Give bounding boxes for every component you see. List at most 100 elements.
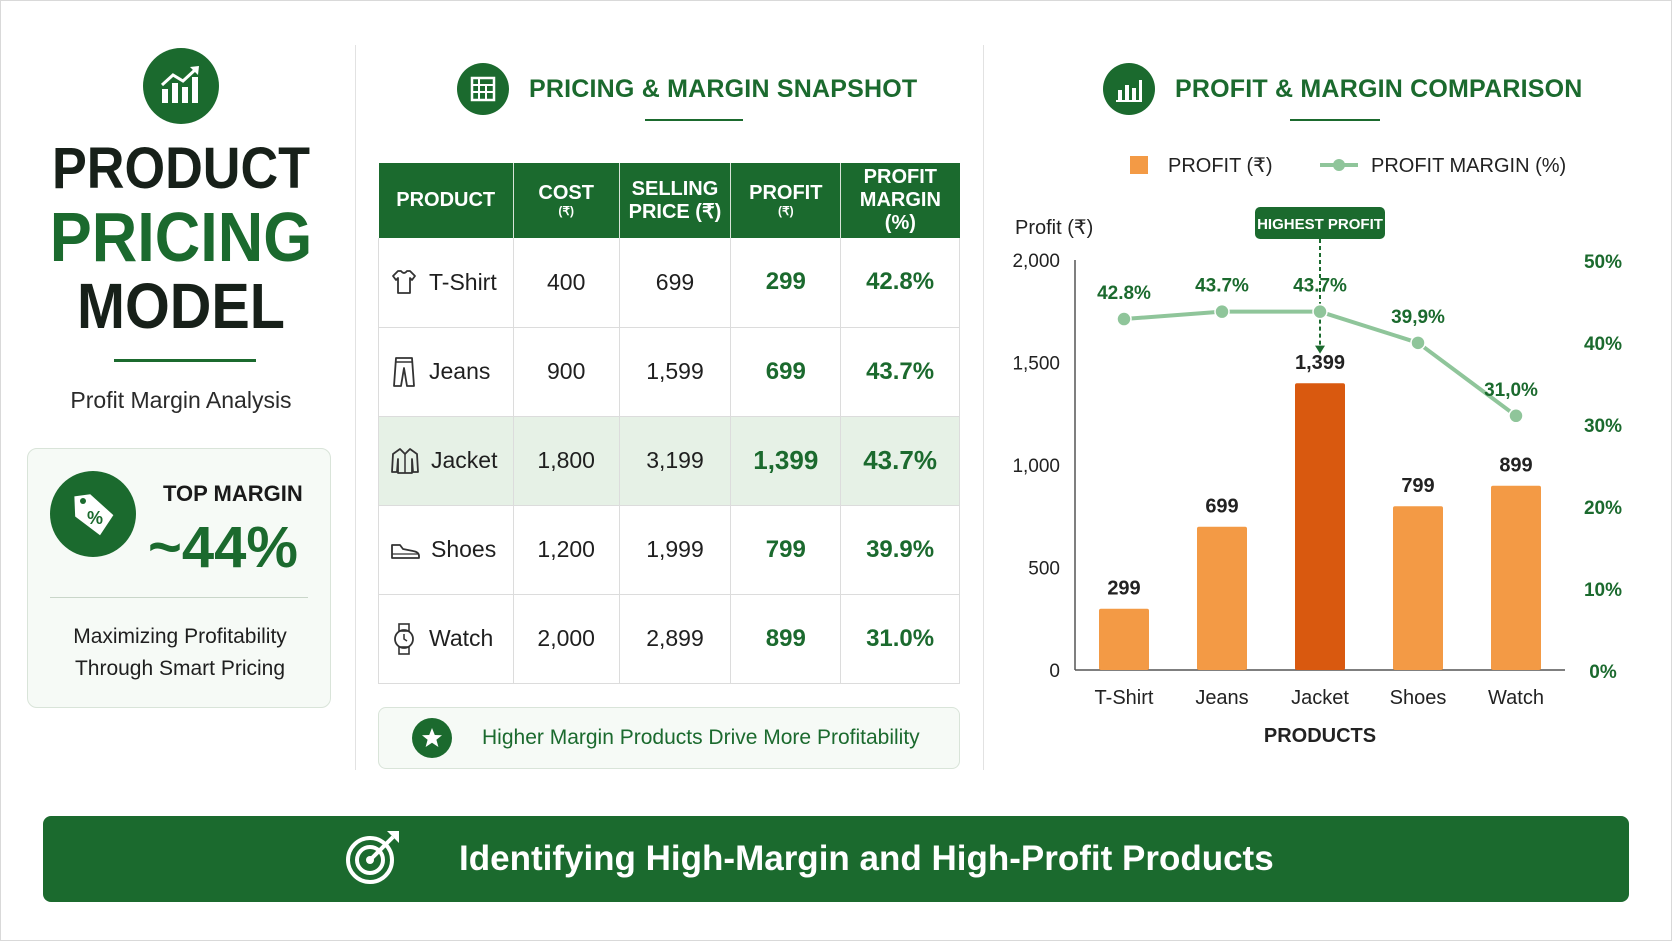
bar-value-label: 899 <box>1499 455 1532 477</box>
title-divider <box>114 359 256 362</box>
bar-value-label: 1,399 <box>1295 352 1345 374</box>
bottom-banner: Identifying High-Margin and High-Profit … <box>43 816 1629 902</box>
snapshot-title-rule <box>645 119 743 121</box>
profit-margin-chart: PROFIT (₹) PROFIT MARGIN (%) Profit (₹) 0 50… <box>1012 155 1622 747</box>
y-tick-label: 500 <box>1028 559 1060 580</box>
price-cell: 699 <box>619 238 732 328</box>
cost-cell: 1,200 <box>513 505 620 595</box>
margin-value-label: 39,9% <box>1391 307 1445 328</box>
spreadsheet-icon <box>457 63 509 115</box>
bar-value-label: 799 <box>1401 475 1434 497</box>
profit-cell: 799 <box>730 505 842 595</box>
product-cell: Jeans <box>378 327 514 417</box>
margin-cell: 43.7% <box>840 416 960 506</box>
margin-value-label: 43.7% <box>1293 276 1347 297</box>
margin-cell: 42.8% <box>840 238 960 328</box>
cost-cell: 1,800 <box>513 416 620 506</box>
table-row: Watch 2,000 2,899 899 31.0% <box>378 594 960 684</box>
margin-cell: 39.9% <box>840 505 960 595</box>
comparison-title-rule <box>1290 119 1380 121</box>
margin-point <box>1116 311 1132 327</box>
subtitle: Profit Margin Analysis <box>70 387 292 413</box>
svg-text:%: % <box>87 508 103 528</box>
banner-text: Identifying High-Margin and High-Profit … <box>459 839 1274 878</box>
card-caption-line-2: Through Smart Pricing <box>74 657 286 680</box>
x-axis-title: PRODUCTS <box>1264 725 1376 747</box>
insight-note: Higher Margin Products Drive More Profit… <box>378 707 960 769</box>
snapshot-header: PRICING & MARGIN SNAPSHOT <box>457 63 917 115</box>
margin-point <box>1312 303 1328 320</box>
bar-t-shirt <box>1099 608 1149 670</box>
margin-value-label: 43.7% <box>1195 276 1249 297</box>
legend-margin-marker <box>1333 159 1345 171</box>
product-cell: Jacket <box>378 416 514 506</box>
profit-cell: 299 <box>730 238 842 328</box>
table-header-row: PRODUCT COST (₹) SELLING PRICE (₹) PROFIT(… <box>378 163 960 238</box>
margin-value-label: 42.8% <box>1097 283 1151 304</box>
card-caption: Maximizing Profitability Through Smart P… <box>28 621 332 685</box>
snapshot-title: PRICING & MARGIN SNAPSHOT <box>529 74 918 103</box>
title-line-3: MODEL <box>77 270 285 342</box>
title-line-2: PRICING <box>49 198 313 276</box>
x-tick-label: T-Shirt <box>1095 687 1154 709</box>
price-cell: 3,199 <box>619 416 732 506</box>
bar-value-label: 699 <box>1205 496 1238 518</box>
product-cell: Shoes <box>378 505 514 595</box>
top-margin-value: ~44% <box>148 515 298 580</box>
legend-profit-swatch <box>1130 156 1148 174</box>
jeans-icon <box>393 356 415 387</box>
top-margin-label: TOP MARGIN <box>163 481 303 506</box>
col-product: PRODUCT <box>378 163 514 238</box>
main-title: PRODUCT PRICING MODEL <box>0 140 362 344</box>
profit-cell: 1,399 <box>730 416 842 506</box>
y-tick-label: 1,500 <box>1012 354 1060 375</box>
y-tick-label: 0 <box>1049 661 1060 682</box>
price-cell: 1,599 <box>619 327 732 417</box>
margin-point <box>1214 303 1230 320</box>
growth-chart-icon <box>143 48 219 124</box>
tshirt-icon <box>392 270 416 295</box>
shoe-icon <box>391 543 420 559</box>
target-icon <box>343 827 403 892</box>
insight-note-text: Higher Margin Products Drive More Profit… <box>482 726 920 749</box>
margin-cell: 43.7% <box>840 327 960 417</box>
card-divider <box>50 597 308 598</box>
annotation-arrow-head <box>1315 345 1325 354</box>
x-tick-label: Jeans <box>1195 687 1248 709</box>
title-panel: PRODUCT PRICING MODEL Profit Margin Anal… <box>0 0 355 790</box>
legend-margin-label: PROFIT MARGIN (%) <box>1371 155 1566 177</box>
col-profit: PROFIT (₹) <box>730 163 842 238</box>
pricing-table: PRODUCT COST (₹) SELLING PRICE (₹) PROFIT(… <box>378 163 960 684</box>
legend-profit-label: PROFIT (₹) <box>1168 155 1273 177</box>
col-profit-margin: PROFIT MARGIN (%) <box>840 163 960 238</box>
bar-jeans <box>1197 526 1247 670</box>
bar-jacket <box>1295 383 1345 670</box>
col-selling-price: SELLING PRICE (₹) <box>619 163 732 238</box>
profit-cell: 899 <box>730 594 842 684</box>
y2-tick-label: 50% <box>1584 252 1622 273</box>
bar-value-label: 299 <box>1107 578 1140 600</box>
product-cell: T-Shirt <box>378 238 514 328</box>
watch-icon <box>394 622 414 655</box>
annotation-badge <box>1255 207 1385 239</box>
margin-cell: 31.0% <box>840 594 960 684</box>
table-row-highlighted: Jacket 1,800 3,199 1,399 43.7% <box>378 416 960 506</box>
y-tick-label: 2,000 <box>1012 251 1060 272</box>
margin-point <box>1508 408 1524 424</box>
title-line-1: PRODUCT <box>51 136 311 201</box>
table-row: T-Shirt 400 699 299 42.8% <box>378 238 960 328</box>
percent-tag-icon: % <box>50 471 136 557</box>
divider-right <box>983 45 984 770</box>
table-row: Shoes 1,200 1,999 799 39.9% <box>378 505 960 595</box>
x-tick-label: Jacket <box>1291 687 1349 709</box>
x-tick-label: Shoes <box>1390 687 1447 709</box>
col-cost: COST (₹) <box>513 163 620 238</box>
profit-cell: 699 <box>730 327 842 417</box>
bar-watch <box>1491 485 1541 670</box>
margin-point <box>1410 335 1426 351</box>
jacket-icon <box>391 447 419 474</box>
card-caption-line-1: Maximizing Profitability <box>73 625 287 648</box>
annotation-text: HIGHEST PROFIT <box>1257 216 1383 233</box>
cost-cell: 2,000 <box>513 594 620 684</box>
y-tick-label: 1,000 <box>1012 456 1060 477</box>
